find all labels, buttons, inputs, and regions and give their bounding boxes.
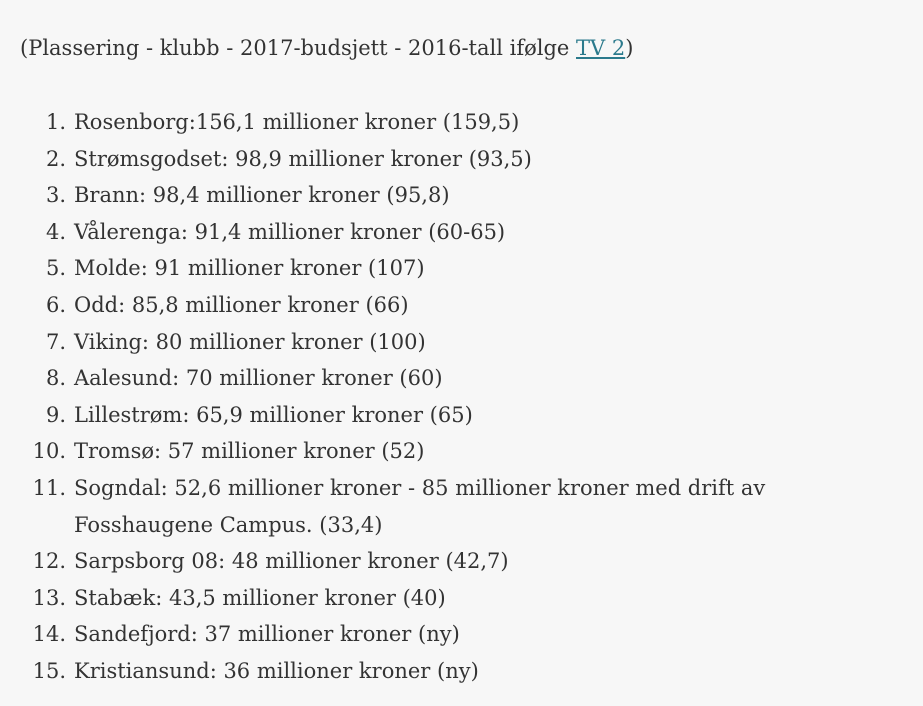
intro-paragraph: (Plassering - klubb - 2017-budsjett - 20… (20, 33, 633, 63)
list-item-text: Molde: 91 millioner kroner (107) (74, 256, 425, 281)
list-item-number: 1. (45, 110, 66, 134)
list-item-text: Viking: 80 millioner kroner (100) (74, 329, 426, 354)
list-item: 7. Viking: 80 millioner kroner (100) (0, 324, 923, 361)
budget-ranking-list: 1. Rosenborg:156,1 millioner kroner (159,… (0, 104, 923, 690)
list-item-number: 8. (45, 366, 66, 391)
list-item-text: Lillestrøm: 65,9 millioner kroner (65) (74, 402, 473, 427)
list-item: 4. Vålerenga: 91,4 millioner kroner (60-6… (0, 214, 923, 251)
list-item: 14. Sandefjord: 37 millioner kroner (ny) (0, 616, 923, 653)
intro-prefix: (Plassering - klubb - 2017-budsjett - 20… (20, 36, 576, 60)
list-item-text: Rosenborg:156,1 millioner kroner (159,5) (74, 110, 520, 134)
list-item-number: 13. (32, 585, 66, 610)
list-item-number: 12. (32, 549, 66, 574)
list-item: 1. Rosenborg:156,1 millioner kroner (159,… (0, 104, 923, 141)
list-item: 9. Lillestrøm: 65,9 millioner kroner (65) (0, 397, 923, 434)
list-item-number: 15. (32, 658, 66, 683)
list-item-number: 14. (32, 622, 66, 647)
list-item-number: 2. (45, 146, 66, 171)
list-item-text: Tromsø: 57 millioner kroner (52) (74, 439, 425, 464)
list-item: 2. Strømsgodset: 98,9 millioner kroner (9… (0, 141, 923, 178)
list-item-text: Aalesund: 70 millioner kroner (60) (74, 366, 443, 391)
list-item: 13. Stabæk: 43,5 millioner kroner (40) (0, 580, 923, 617)
list-item-text: Strømsgodset: 98,9 millioner kroner (93,… (74, 146, 532, 171)
list-item: 6. Odd: 85,8 millioner kroner (66) (0, 287, 923, 324)
list-item-text: Vålerenga: 91,4 millioner kroner (60-65) (74, 219, 506, 244)
list-item: 3. Brann: 98,4 millioner kroner (95,8) (0, 177, 923, 214)
list-item-number: 6. (45, 292, 66, 317)
list-item-number: 7. (45, 329, 66, 354)
list-item-text: Brann: 98,4 millioner kroner (95,8) (74, 183, 450, 208)
list-item-text: Kristiansund: 36 millioner kroner (ny) (74, 658, 479, 683)
list-item: 15. Kristiansund: 36 millioner kroner (ny… (0, 653, 923, 690)
list-item: 5. Molde: 91 millioner kroner (107) (0, 250, 923, 287)
list-item-number: 5. (45, 256, 66, 281)
list-item-number: 10. (32, 439, 66, 464)
tv2-link[interactable]: TV 2 (576, 36, 626, 60)
list-item-text: Sandefjord: 37 millioner kroner (ny) (74, 622, 460, 647)
list-item-number: 9. (45, 402, 66, 427)
list-item-text: Odd: 85,8 millioner kroner (66) (74, 292, 409, 317)
list-item-number: 4. (45, 219, 66, 244)
list-item-text: Sarpsborg 08: 48 millioner kroner (42,7) (74, 549, 509, 574)
list-item: 11. Sogndal: 52,6 millioner kroner - 85 m… (0, 470, 923, 543)
list-item-number: 3. (45, 183, 66, 208)
list-item-number: 11. (32, 475, 66, 500)
list-item: 8. Aalesund: 70 millioner kroner (60) (0, 360, 923, 397)
list-item-text: Stabæk: 43,5 millioner kroner (40) (74, 585, 446, 610)
list-item: 12. Sarpsborg 08: 48 millioner kroner (42… (0, 543, 923, 580)
intro-suffix: ) (625, 36, 634, 60)
list-item-text: Sogndal: 52,6 millioner kroner - 85 mill… (74, 475, 766, 537)
list-item: 10. Tromsø: 57 millioner kroner (52) (0, 433, 923, 470)
